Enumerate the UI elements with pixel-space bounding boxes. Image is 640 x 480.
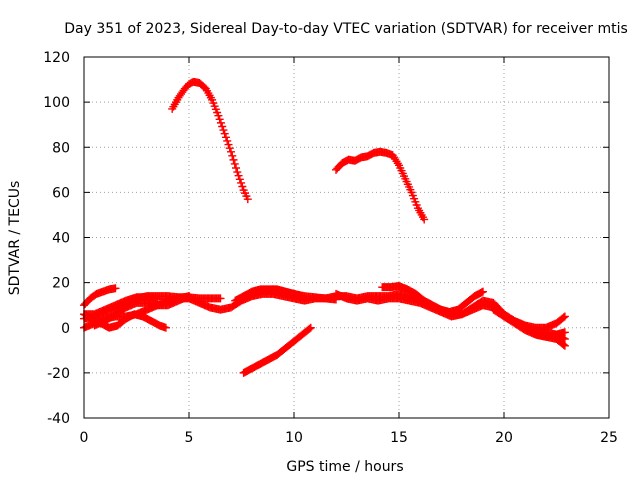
- y-tick-label: 60: [52, 185, 70, 201]
- y-axis-label: SDTVAR / TECUs: [7, 181, 23, 296]
- grid: [84, 57, 609, 418]
- data-point: [234, 171, 243, 180]
- plot-frame: [83, 56, 610, 419]
- x-tick-label: 25: [600, 430, 618, 446]
- x-tick-label: 5: [185, 430, 194, 446]
- data-point: [232, 164, 241, 173]
- data-point: [229, 155, 238, 164]
- series-arc-4: [80, 284, 120, 310]
- series-arc-12: [248, 285, 340, 304]
- data-point: [225, 144, 234, 153]
- series-arc-3: [239, 323, 315, 377]
- data-point: [223, 136, 232, 145]
- series-layer: [80, 77, 569, 377]
- data-point: [111, 284, 120, 293]
- data-point: [221, 133, 230, 142]
- y-tick-label: -40: [47, 411, 70, 427]
- y-tick-label: -20: [47, 366, 70, 382]
- x-tick-label: 20: [495, 430, 513, 446]
- y-tick-label: 20: [52, 276, 70, 292]
- data-point: [560, 335, 569, 344]
- data-point: [216, 294, 225, 303]
- data-point: [235, 175, 244, 184]
- data-point: [224, 140, 233, 149]
- chart-title: Day 351 of 2023, Sidereal Day-to-day VTE…: [64, 21, 628, 37]
- y-tick-label: 120: [43, 50, 70, 66]
- data-point: [243, 195, 252, 204]
- y-tick-label: 0: [61, 321, 70, 337]
- data-point: [479, 287, 487, 296]
- y-tick-label: 100: [43, 95, 70, 111]
- data-point: [153, 294, 162, 303]
- data-point: [559, 340, 568, 349]
- data-point: [237, 178, 246, 187]
- data-point: [214, 111, 223, 120]
- data-point: [220, 129, 229, 138]
- x-axis-label: GPS time / hours: [286, 459, 403, 475]
- data-point: [559, 313, 568, 322]
- data-point: [216, 118, 225, 127]
- data-point: [228, 151, 237, 160]
- x-tick-label: 10: [285, 430, 303, 446]
- data-point: [305, 324, 314, 333]
- data-point: [420, 215, 429, 224]
- x-tick-label: 0: [80, 430, 89, 446]
- y-tick-label: 80: [52, 140, 70, 156]
- data-point: [218, 122, 227, 131]
- data-point: [230, 159, 239, 168]
- data-point: [560, 328, 569, 337]
- data-point: [233, 168, 242, 177]
- x-tick-label: 15: [390, 430, 408, 446]
- series-arc-1: [168, 77, 252, 204]
- series-arc-2: [332, 147, 429, 224]
- y-tick-label: 40: [52, 231, 70, 247]
- data-point: [560, 341, 569, 350]
- series-arc-9: [80, 293, 162, 319]
- data-point: [560, 312, 569, 321]
- data-point: [227, 147, 235, 156]
- data-point: [219, 126, 228, 135]
- data-point: [161, 323, 170, 332]
- data-point: [215, 115, 224, 124]
- data-point: [306, 323, 315, 332]
- tick-labels: 0 5 10 15 20 25 120 100 80 60 40 20 0 -20 -40: [43, 50, 618, 446]
- series-arc-16: [500, 312, 569, 332]
- data-point: [238, 182, 247, 191]
